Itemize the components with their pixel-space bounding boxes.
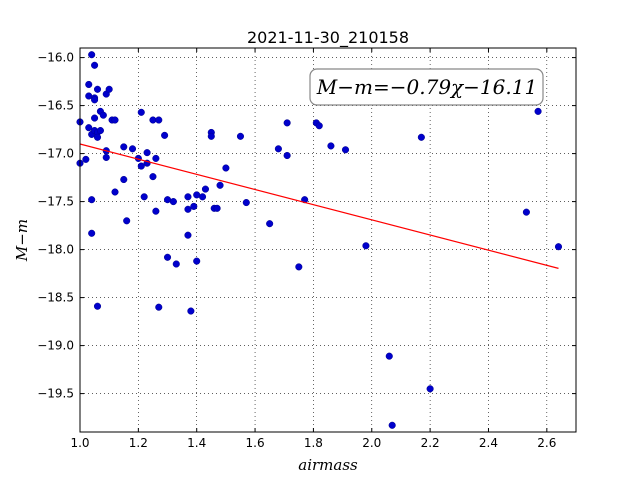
x-tick-label: 1.6 bbox=[246, 436, 265, 450]
data-point bbox=[120, 175, 128, 184]
data-point bbox=[274, 145, 282, 153]
chart-title: 2021-11-30_210158 bbox=[247, 28, 409, 48]
y-tick-label: −16.0 bbox=[37, 51, 74, 65]
data-point bbox=[207, 132, 215, 140]
data-point bbox=[140, 193, 148, 201]
annotation-box: M−m=−0.79χ−16.11 bbox=[309, 68, 544, 106]
y-tick-label: −17.5 bbox=[37, 195, 74, 209]
data-point bbox=[99, 111, 107, 119]
data-point bbox=[522, 208, 530, 216]
data-point bbox=[554, 243, 563, 251]
axis-ticks: 1.0 1.2 1.4 1.6 1.8 2.0 2.2 2.4 2.6 −16.0 −16.5 −17… bbox=[37, 48, 576, 450]
data-point bbox=[88, 51, 96, 59]
data-point bbox=[341, 146, 350, 154]
data-point bbox=[193, 257, 201, 265]
data-point bbox=[283, 119, 291, 127]
data-point bbox=[190, 202, 198, 210]
x-tick-label: 2.0 bbox=[362, 436, 381, 450]
data-point bbox=[184, 193, 192, 201]
data-point bbox=[327, 142, 335, 150]
y-tick-label: −19.0 bbox=[37, 339, 74, 353]
data-point bbox=[534, 107, 542, 115]
data-point bbox=[315, 122, 323, 130]
data-point bbox=[236, 132, 245, 140]
data-point bbox=[187, 307, 195, 315]
data-point bbox=[184, 231, 192, 239]
data-point bbox=[417, 133, 425, 141]
data-point bbox=[184, 205, 192, 213]
data-point bbox=[295, 263, 303, 271]
data-point bbox=[93, 85, 102, 93]
x-tick-label: 2.2 bbox=[421, 436, 440, 450]
fit-line-group bbox=[79, 143, 559, 269]
y-axis-label: M−m bbox=[13, 219, 31, 262]
data-point bbox=[266, 220, 274, 228]
data-point bbox=[143, 149, 151, 157]
grid bbox=[79, 48, 576, 432]
data-point bbox=[388, 421, 396, 429]
data-point bbox=[161, 131, 169, 139]
plot-frame bbox=[79, 47, 577, 433]
data-point bbox=[283, 151, 291, 160]
data-points bbox=[76, 51, 563, 429]
data-point bbox=[137, 162, 145, 170]
y-tick-label: −17.0 bbox=[37, 147, 74, 161]
data-point bbox=[91, 61, 99, 69]
data-point bbox=[102, 153, 110, 161]
data-point bbox=[111, 116, 119, 124]
data-point bbox=[93, 133, 102, 141]
fit-line bbox=[79, 143, 559, 269]
x-tick-label: 1.8 bbox=[304, 436, 323, 450]
x-axis-label: airmass bbox=[298, 456, 358, 474]
y-tick-label: −16.5 bbox=[37, 99, 74, 113]
data-point bbox=[120, 143, 128, 151]
x-tick-label: 1.0 bbox=[70, 436, 89, 450]
data-point bbox=[128, 145, 137, 153]
data-point bbox=[85, 124, 93, 132]
data-point bbox=[201, 185, 210, 193]
data-point bbox=[105, 85, 113, 93]
data-point bbox=[155, 303, 163, 311]
data-point bbox=[123, 217, 131, 225]
y-tick-label: −18.0 bbox=[37, 243, 74, 257]
data-point bbox=[426, 385, 434, 393]
x-tick-label: 2.4 bbox=[479, 436, 498, 450]
x-tick-label: 1.2 bbox=[129, 436, 148, 450]
data-point bbox=[137, 108, 145, 116]
data-point bbox=[172, 260, 180, 268]
data-point bbox=[198, 193, 207, 201]
fit-equation: M−m=−0.79χ−16.11 bbox=[316, 75, 537, 99]
data-point bbox=[222, 164, 230, 172]
data-point bbox=[242, 199, 250, 207]
data-point bbox=[111, 188, 119, 196]
y-tick-label: −18.5 bbox=[37, 291, 74, 305]
data-point bbox=[385, 352, 393, 360]
data-point bbox=[163, 253, 172, 261]
data-point bbox=[96, 127, 104, 135]
x-tick-label: 2.6 bbox=[537, 436, 556, 450]
data-point bbox=[85, 80, 93, 89]
data-point bbox=[88, 229, 96, 237]
x-tick-label: 1.4 bbox=[187, 436, 206, 450]
data-point bbox=[82, 155, 90, 163]
data-point bbox=[152, 207, 160, 215]
data-point bbox=[91, 114, 99, 122]
y-tick-label: −19.5 bbox=[37, 387, 74, 401]
data-point bbox=[155, 116, 163, 124]
data-point bbox=[362, 242, 370, 250]
data-point bbox=[169, 198, 177, 206]
data-point bbox=[149, 173, 157, 181]
data-point bbox=[216, 181, 224, 189]
data-point bbox=[93, 302, 102, 310]
data-point bbox=[91, 96, 99, 104]
data-point bbox=[213, 204, 221, 212]
data-point bbox=[88, 196, 96, 204]
data-point bbox=[152, 154, 160, 162]
